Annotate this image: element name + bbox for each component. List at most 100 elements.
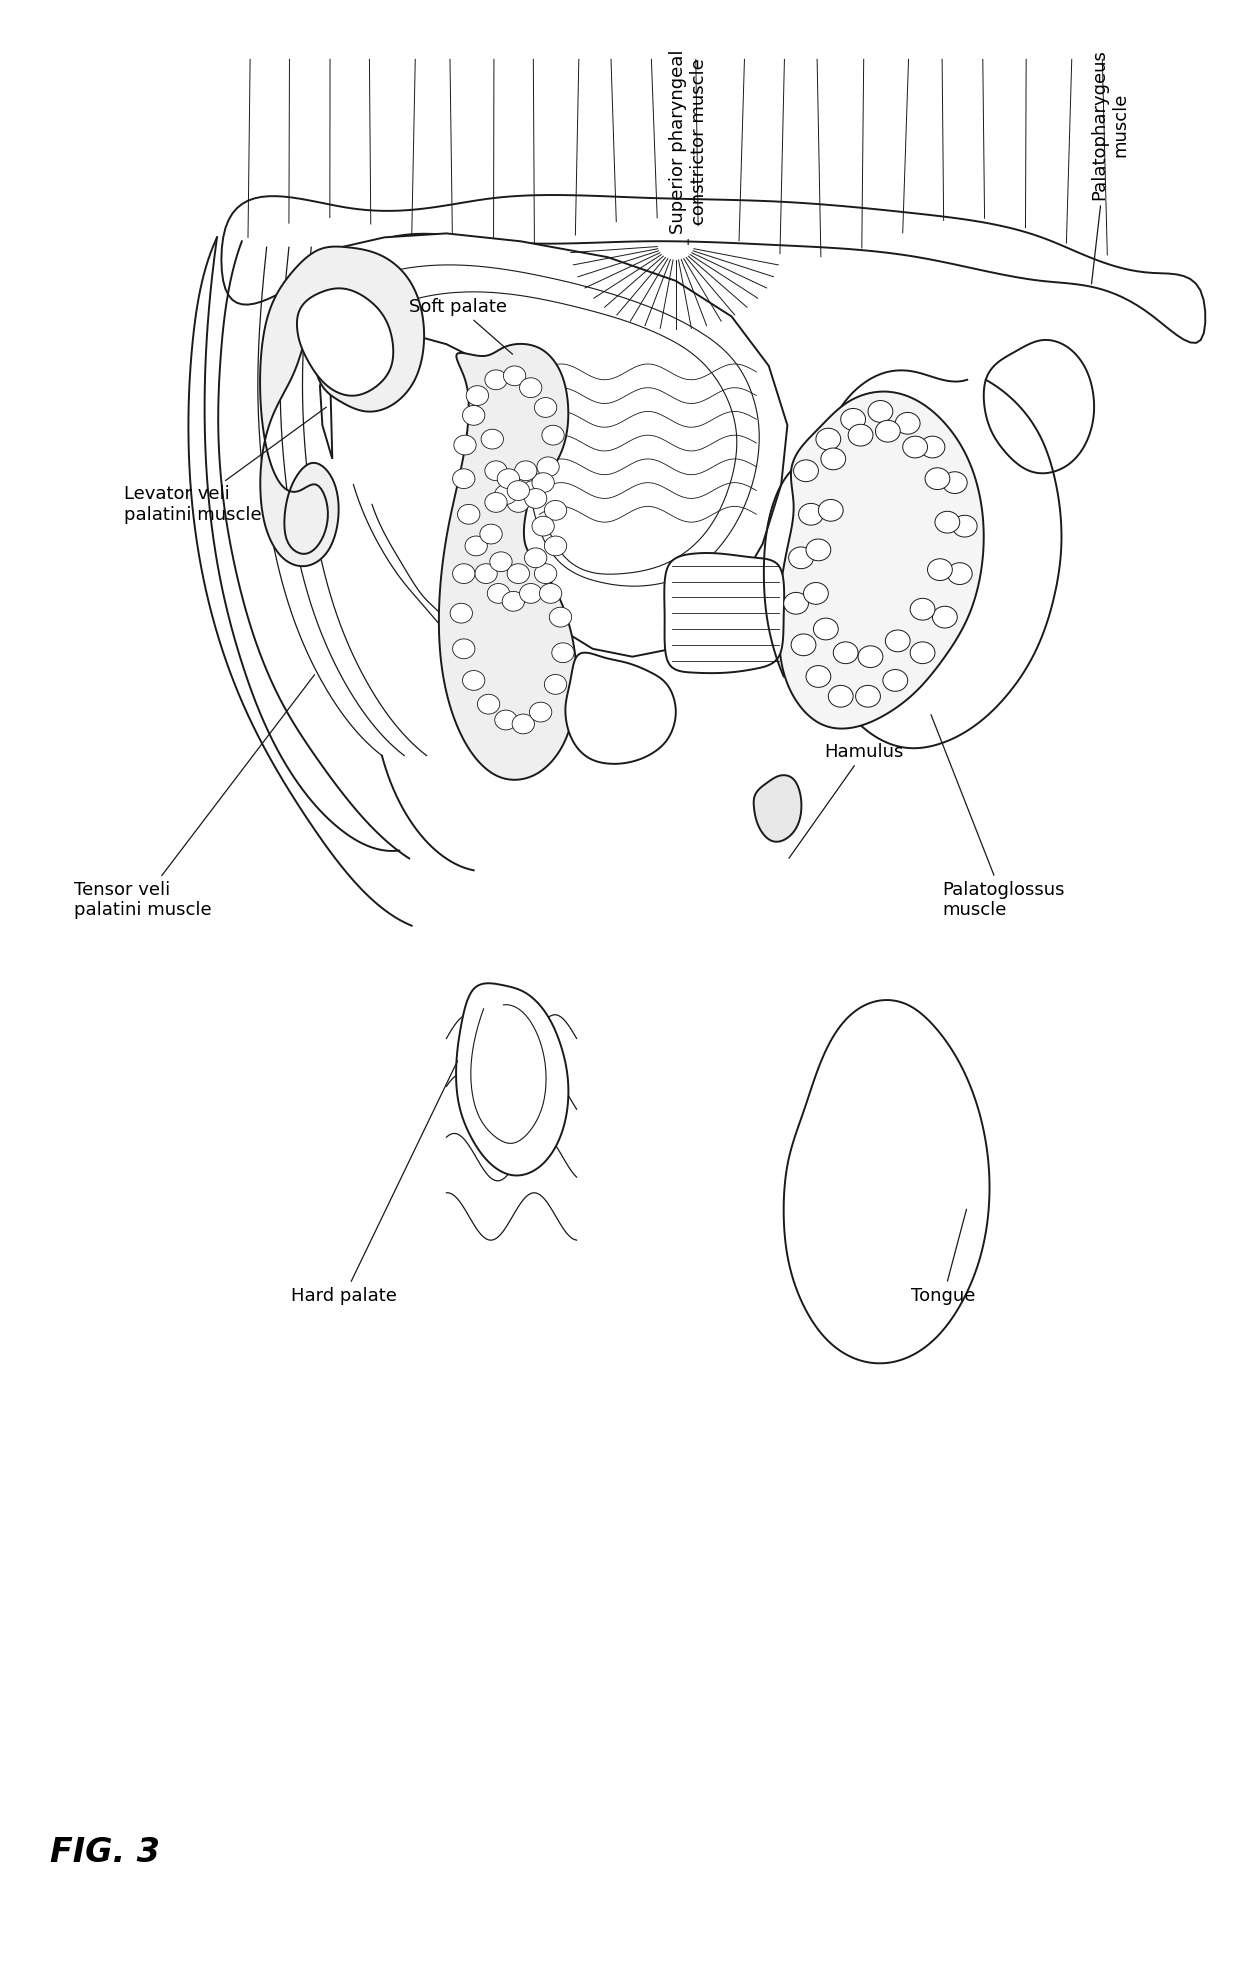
Ellipse shape — [544, 500, 567, 520]
Ellipse shape — [532, 473, 554, 493]
Text: Tongue: Tongue — [911, 1209, 976, 1305]
Ellipse shape — [928, 558, 952, 580]
Ellipse shape — [910, 599, 935, 621]
Ellipse shape — [458, 504, 480, 524]
Ellipse shape — [529, 702, 552, 722]
Ellipse shape — [463, 671, 485, 690]
Ellipse shape — [552, 643, 574, 663]
Ellipse shape — [806, 540, 831, 562]
Polygon shape — [439, 344, 577, 779]
Ellipse shape — [799, 502, 823, 524]
Text: Superior pharyngeal
constrictor muscle: Superior pharyngeal constrictor muscle — [668, 49, 708, 245]
Ellipse shape — [481, 429, 503, 449]
Ellipse shape — [784, 593, 808, 613]
Polygon shape — [754, 775, 801, 843]
Ellipse shape — [485, 461, 507, 481]
Ellipse shape — [821, 449, 846, 469]
Ellipse shape — [544, 536, 567, 556]
Ellipse shape — [910, 641, 935, 663]
Ellipse shape — [818, 500, 843, 520]
Ellipse shape — [883, 669, 908, 690]
Text: Soft palate: Soft palate — [409, 297, 512, 354]
Ellipse shape — [828, 684, 853, 706]
Polygon shape — [565, 653, 676, 764]
Text: Tensor veli
palatini muscle: Tensor veli palatini muscle — [74, 674, 315, 920]
Ellipse shape — [507, 493, 529, 512]
Ellipse shape — [920, 437, 945, 459]
Ellipse shape — [942, 473, 967, 494]
Ellipse shape — [487, 584, 510, 603]
Ellipse shape — [935, 512, 960, 532]
Ellipse shape — [490, 552, 512, 572]
Ellipse shape — [925, 467, 950, 489]
Polygon shape — [260, 247, 424, 566]
Ellipse shape — [947, 564, 972, 585]
Ellipse shape — [932, 607, 957, 629]
Ellipse shape — [544, 674, 567, 694]
Polygon shape — [296, 289, 393, 396]
Ellipse shape — [841, 409, 866, 431]
Ellipse shape — [532, 516, 554, 536]
Ellipse shape — [480, 524, 502, 544]
Ellipse shape — [534, 398, 557, 417]
Ellipse shape — [791, 633, 816, 655]
Ellipse shape — [848, 423, 873, 445]
Ellipse shape — [507, 481, 529, 500]
Ellipse shape — [952, 516, 977, 536]
Polygon shape — [779, 392, 983, 728]
Ellipse shape — [477, 694, 500, 714]
Ellipse shape — [503, 366, 526, 386]
Ellipse shape — [856, 684, 880, 706]
Ellipse shape — [833, 641, 858, 663]
Ellipse shape — [549, 607, 572, 627]
Ellipse shape — [520, 584, 542, 603]
Text: Palatoglossus
muscle: Palatoglossus muscle — [931, 714, 1065, 920]
Ellipse shape — [522, 481, 544, 500]
Ellipse shape — [453, 469, 475, 489]
Ellipse shape — [816, 429, 841, 449]
Text: Palatopharygeus
muscle: Palatopharygeus muscle — [1090, 49, 1130, 285]
Ellipse shape — [454, 435, 476, 455]
Ellipse shape — [525, 489, 547, 508]
Ellipse shape — [497, 469, 520, 489]
Ellipse shape — [868, 400, 893, 421]
Ellipse shape — [520, 378, 542, 398]
Ellipse shape — [885, 629, 910, 651]
Ellipse shape — [858, 645, 883, 667]
Polygon shape — [665, 554, 784, 673]
Ellipse shape — [539, 584, 562, 603]
Ellipse shape — [463, 405, 485, 425]
Ellipse shape — [542, 425, 564, 445]
Text: Hamulus: Hamulus — [789, 742, 904, 858]
Polygon shape — [784, 1001, 990, 1363]
Polygon shape — [456, 983, 568, 1175]
Ellipse shape — [806, 665, 831, 686]
Text: Levator veli
palatini muscle: Levator veli palatini muscle — [124, 407, 326, 524]
Ellipse shape — [485, 370, 507, 390]
Text: FIG. 3: FIG. 3 — [50, 1836, 160, 1869]
Ellipse shape — [875, 421, 900, 441]
Ellipse shape — [895, 413, 920, 435]
Ellipse shape — [502, 591, 525, 611]
Ellipse shape — [804, 584, 828, 605]
Polygon shape — [222, 196, 1205, 342]
Ellipse shape — [525, 548, 547, 568]
Ellipse shape — [789, 548, 813, 570]
Ellipse shape — [813, 617, 838, 639]
Text: Hard palate: Hard palate — [291, 1060, 458, 1305]
Ellipse shape — [495, 485, 517, 504]
Ellipse shape — [903, 437, 928, 459]
Ellipse shape — [475, 564, 497, 584]
Polygon shape — [983, 340, 1094, 473]
Ellipse shape — [485, 493, 507, 512]
Ellipse shape — [495, 710, 517, 730]
Ellipse shape — [512, 714, 534, 734]
Ellipse shape — [794, 459, 818, 481]
Ellipse shape — [465, 536, 487, 556]
Ellipse shape — [507, 564, 529, 584]
Ellipse shape — [450, 603, 472, 623]
Ellipse shape — [453, 639, 475, 659]
Polygon shape — [320, 233, 787, 657]
Ellipse shape — [537, 457, 559, 477]
Ellipse shape — [515, 461, 537, 481]
